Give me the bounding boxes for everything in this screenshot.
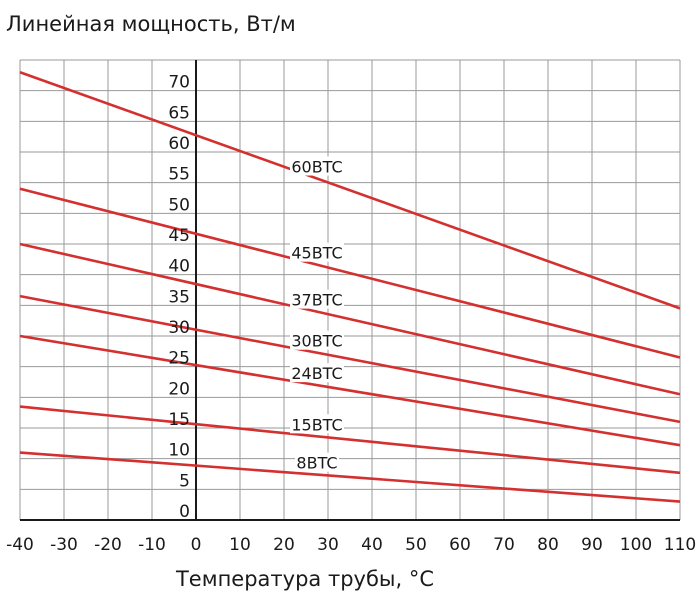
series-line (19, 71, 681, 310)
x-tick-label: 40 (361, 535, 383, 555)
x-tick-label: -30 (50, 535, 78, 555)
x-tick-label: 70 (493, 535, 515, 555)
y-tick-label: 70 (168, 73, 190, 93)
series-line (19, 294, 681, 424)
x-tick-label: 20 (273, 535, 295, 555)
x-tick-label: 90 (581, 535, 603, 555)
y-tick-label: 50 (168, 195, 190, 215)
y-tick-label: 45 (168, 226, 190, 246)
y-tick-label: 40 (168, 257, 190, 277)
series-label-background (290, 156, 344, 176)
x-axis-label: Температура трубы, °С (175, 567, 434, 591)
x-tick-label: 0 (191, 535, 202, 555)
x-tick-label: -20 (94, 535, 122, 555)
x-tick-label: 80 (537, 535, 559, 555)
series-label: 30BTC (291, 332, 342, 351)
series-label-background (290, 289, 344, 309)
series-label-background (290, 363, 344, 383)
series-label: 8BTC (296, 454, 337, 473)
series-labels: 60BTC 45BTC 37BTC 30BTC 24BTC 15BTC 8BTC (290, 156, 344, 473)
x-tick-label: -40 (6, 535, 34, 555)
x-tick-labels: -40 -30 -20 -10 0 10 20 30 40 50 60 70 80 90 100 110 (6, 535, 696, 555)
series-label-background (295, 452, 339, 472)
series-line (19, 187, 681, 359)
y-tick-label: 65 (168, 103, 190, 123)
axes (20, 60, 680, 521)
series-line (19, 334, 681, 447)
x-tick-label: 110 (664, 535, 696, 555)
series-label: 15BTC (291, 415, 342, 434)
series-label-background (290, 330, 344, 350)
series-label-background (290, 242, 344, 262)
series-line (19, 451, 681, 503)
chart-title: Линейная мощность, Вт/м (6, 12, 296, 36)
y-tick-label: 10 (168, 441, 190, 461)
series-lines (19, 71, 681, 503)
series-label: 60BTC (291, 158, 342, 177)
y-tick-label: 20 (168, 379, 190, 399)
y-tick-label: 15 (168, 410, 190, 430)
x-tick-label: 10 (229, 535, 251, 555)
series-label: 45BTC (291, 244, 342, 263)
y-tick-label: 55 (168, 165, 190, 185)
x-tick-label: 50 (405, 535, 427, 555)
y-tick-label: 35 (168, 287, 190, 307)
x-tick-label: 30 (317, 535, 339, 555)
series-label: 24BTC (291, 364, 342, 383)
y-tick-label: 60 (168, 134, 190, 154)
y-tick-label: 5 (179, 471, 190, 491)
y-tick-label: 30 (168, 318, 190, 338)
series-label-background (290, 414, 344, 434)
grid (19, 59, 681, 521)
x-tick-label: -10 (138, 535, 166, 555)
y-tick-label: 0 (179, 502, 190, 522)
series-line (19, 242, 681, 396)
x-tick-label: 60 (449, 535, 471, 555)
y-tick-labels: 0 5 10 15 20 25 30 35 40 45 50 55 60 65 70 (168, 73, 190, 522)
series-line (19, 405, 681, 475)
x-tick-label: 100 (620, 535, 652, 555)
y-tick-label: 25 (168, 349, 190, 369)
series-label: 37BTC (291, 291, 342, 310)
